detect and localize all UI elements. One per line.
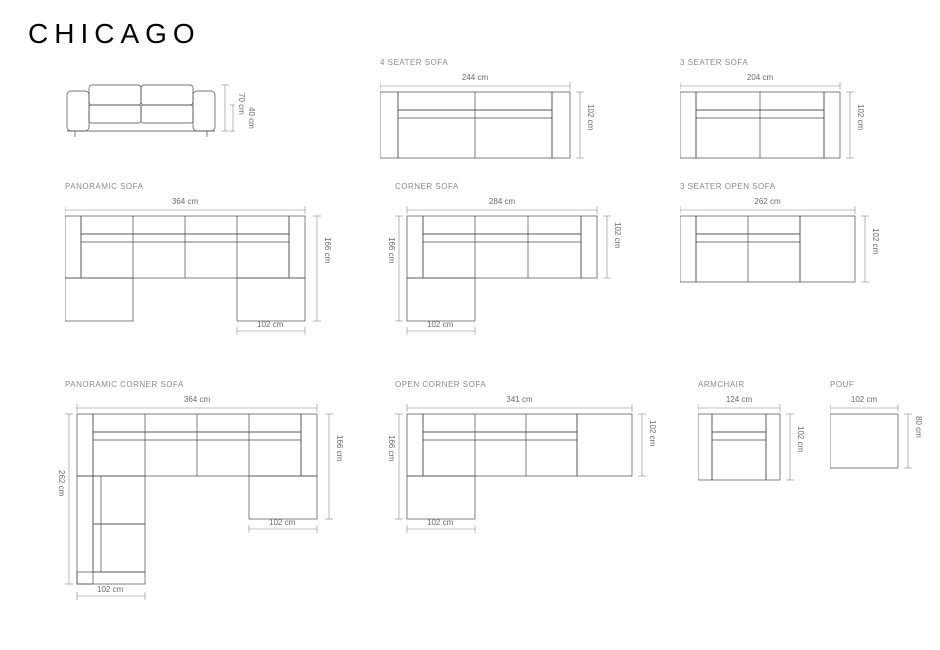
pan-corner-h2: 262 cm [57, 470, 66, 496]
armchair-h: 102 cm [796, 426, 805, 452]
panoramic-label: PANORAMIC SOFA [65, 182, 330, 191]
corner-drawing [395, 206, 620, 336]
three-seater-label: 3 SEATER SOFA [680, 58, 860, 67]
pouf-drawing [830, 404, 918, 474]
three-seater-w: 204 cm [680, 73, 840, 82]
four-seater: 4 SEATER SOFA 244 cm 102 cm [380, 58, 590, 162]
pouf: POUF 102 cm 80 cm [830, 380, 918, 474]
pouf-w: 102 cm [830, 395, 898, 404]
corner-w: 284 cm [407, 197, 597, 206]
hero-sofa: 70 cm 40 cm [65, 83, 235, 145]
three-open: 3 SEATER OPEN SOFA 262 cm 102 cm [680, 182, 875, 286]
open-corner-label: OPEN CORNER SOFA [395, 380, 650, 389]
armchair-drawing [698, 404, 798, 484]
open-corner-drawing [395, 404, 650, 534]
open-corner-sub: 102 cm [427, 518, 453, 527]
armchair-label: ARMCHAIR [698, 380, 798, 389]
pan-corner-w: 364 cm [77, 395, 317, 404]
hero-dim-h2: 40 cm [247, 107, 256, 129]
open-corner: OPEN CORNER SOFA 341 cm 102 cm 166 cm 10… [395, 380, 650, 534]
three-open-h: 102 cm [871, 228, 880, 254]
panoramic-drawing [65, 206, 330, 336]
pan-corner-sub2: 102 cm [97, 585, 123, 594]
hero-drawing [65, 83, 235, 145]
panoramic-sub: 102 cm [257, 320, 283, 329]
pan-corner-sub: 102 cm [269, 518, 295, 527]
pan-corner-label: PANORAMIC CORNER SOFA [65, 380, 345, 389]
corner-h: 102 cm [613, 222, 622, 248]
three-open-w: 262 cm [680, 197, 855, 206]
open-corner-h2: 166 cm [387, 435, 396, 461]
four-seater-label: 4 SEATER SOFA [380, 58, 590, 67]
armchair: ARMCHAIR 124 cm 102 cm [698, 380, 798, 484]
corner: CORNER SOFA 284 cm 102 cm 166 cm 102 cm [395, 182, 620, 336]
open-corner-h: 102 cm [648, 420, 657, 446]
corner-sub: 102 cm [427, 320, 453, 329]
pouf-label: POUF [830, 380, 918, 389]
three-open-drawing [680, 206, 875, 286]
four-seater-drawing [380, 82, 590, 162]
armchair-w: 124 cm [698, 395, 780, 404]
hero-dim-h1: 70 cm [237, 93, 246, 115]
panoramic-h: 166 cm [323, 237, 332, 263]
four-seater-w: 244 cm [380, 73, 570, 82]
corner-label: CORNER SOFA [395, 182, 620, 191]
three-open-label: 3 SEATER OPEN SOFA [680, 182, 875, 191]
three-seater-drawing [680, 82, 860, 162]
page-title: CHICAGO [28, 18, 912, 50]
pouf-h: 80 cm [914, 416, 923, 438]
three-seater: 3 SEATER SOFA 204 cm 102 cm [680, 58, 860, 162]
corner-h2: 166 cm [387, 237, 396, 263]
panoramic: PANORAMIC SOFA 364 cm 166 cm 102 cm [65, 182, 330, 336]
panoramic-w: 364 cm [65, 197, 305, 206]
pan-corner: PANORAMIC CORNER SOFA 364 cm 1 [65, 380, 345, 616]
three-seater-h: 102 cm [856, 104, 865, 130]
open-corner-w: 341 cm [407, 395, 632, 404]
four-seater-h: 102 cm [586, 104, 595, 130]
pan-corner-h: 166 cm [335, 435, 344, 461]
